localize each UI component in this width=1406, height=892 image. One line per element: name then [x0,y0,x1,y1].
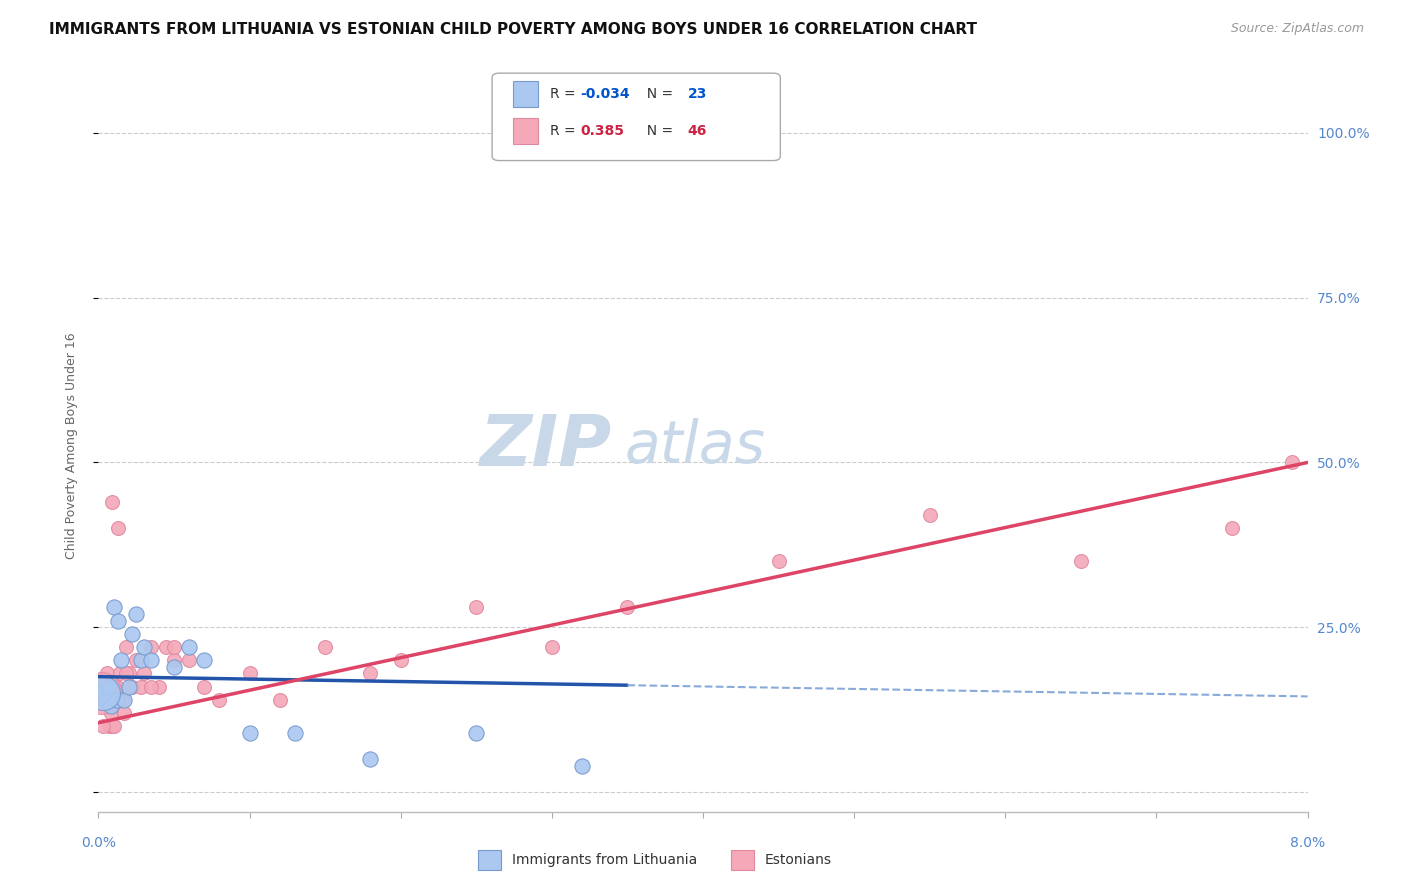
Point [768,554,790,568]
Point [155,640,177,654]
Point [100,699,122,714]
Point [540,640,562,654]
Point [121,680,143,694]
Point [163,640,186,654]
Point [94,692,117,706]
Text: Source: ZipAtlas.com: Source: ZipAtlas.com [1230,22,1364,36]
Point [193,653,215,667]
Point [114,640,136,654]
Point [112,706,135,720]
Point [1220,521,1243,535]
Point [101,719,124,733]
Point [360,752,382,766]
Text: 0.0%: 0.0% [82,836,115,850]
Point [105,680,128,694]
Text: ZIP: ZIP [479,411,613,481]
Text: 46: 46 [688,124,707,138]
Point [239,725,262,739]
Point [193,680,215,694]
Point [1070,554,1092,568]
Point [269,692,291,706]
Point [465,725,488,739]
Point [104,686,127,700]
Point [571,758,593,772]
Point [110,692,132,706]
Point [90,686,112,700]
Point [125,607,148,621]
Point [208,692,231,706]
Point [132,640,155,654]
Point [103,719,125,733]
Point [465,600,488,615]
Text: 8.0%: 8.0% [1291,836,1324,850]
Text: atlas: atlas [624,417,765,475]
Point [141,653,163,667]
Text: Immigrants from Lithuania: Immigrants from Lithuania [512,853,697,867]
Text: N =: N = [638,87,678,101]
Point [129,680,152,694]
Point [108,666,131,681]
Text: R =: R = [550,87,579,101]
Point [616,600,638,615]
Point [91,686,114,700]
Point [141,680,163,694]
Point [179,653,201,667]
Point [105,692,128,706]
Point [125,653,148,667]
Point [163,659,186,673]
Point [93,692,115,706]
Text: N =: N = [638,124,678,138]
Point [110,653,132,667]
Point [179,640,201,654]
Text: IMMIGRANTS FROM LITHUANIA VS ESTONIAN CHILD POVERTY AMONG BOYS UNDER 16 CORRELAT: IMMIGRANTS FROM LITHUANIA VS ESTONIAN CH… [49,22,977,37]
Point [118,666,141,681]
Point [1281,455,1303,469]
Point [101,495,124,509]
Point [90,686,112,700]
Text: 23: 23 [688,87,707,101]
Y-axis label: Child Poverty Among Boys Under 16: Child Poverty Among Boys Under 16 [65,333,77,559]
Point [111,692,134,706]
Point [103,600,125,615]
Point [96,666,118,681]
Point [284,725,307,739]
Text: 0.385: 0.385 [581,124,624,138]
Point [91,719,114,733]
Point [112,692,135,706]
Text: R =: R = [550,124,579,138]
Point [98,680,121,694]
Point [132,666,155,681]
Point [114,666,136,681]
Point [141,640,163,654]
Point [239,666,262,681]
Point [91,686,114,700]
Point [107,692,129,706]
Point [314,640,336,654]
Point [100,706,122,720]
Point [148,680,170,694]
Point [121,627,143,641]
Point [107,521,129,535]
Point [98,719,121,733]
Text: -0.034: -0.034 [581,87,630,101]
Point [118,680,141,694]
Point [163,653,186,667]
Point [129,653,152,667]
Text: Estonians: Estonians [765,853,832,867]
Point [360,666,382,681]
Point [918,508,941,523]
Point [389,653,412,667]
Point [107,614,129,628]
